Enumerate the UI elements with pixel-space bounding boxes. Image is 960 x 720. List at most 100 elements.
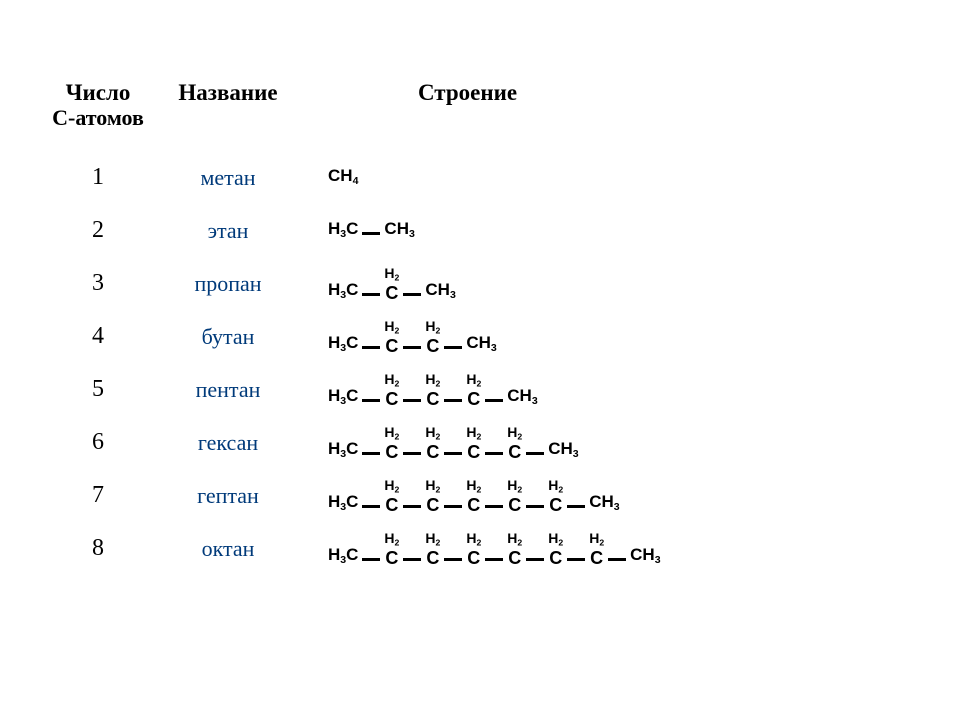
table-row: 2этан H3CCH3: [38, 204, 960, 257]
atom-left-end: H3C: [328, 440, 358, 460]
bond: [362, 293, 380, 296]
atom-ch2: H2 C: [425, 531, 440, 567]
atom-ch2: H2C: [384, 266, 399, 302]
atom-ch2: H2C: [384, 319, 399, 355]
bond: [403, 558, 421, 561]
bond: [567, 558, 585, 561]
bond: [444, 399, 462, 402]
atom-ch2: H2 C: [384, 425, 399, 461]
atom-ch2-c: C: [426, 549, 439, 567]
bond: [485, 452, 503, 455]
bond: [403, 399, 421, 402]
cell-num: 8: [38, 535, 158, 562]
molecule: CH4: [328, 167, 960, 187]
atom-ch2-h2: H2: [548, 478, 563, 494]
atom-ch2: H2 C: [384, 531, 399, 567]
table-row: 8октанH3CH2CH2CH2CH2CH2CH2CCH3: [38, 522, 960, 575]
atom-ch2-h2: H2: [384, 531, 399, 547]
atom-ch4: CH4: [328, 167, 358, 187]
atom-right-end: CH3: [589, 493, 619, 513]
atom-ch2-h2: H2: [466, 531, 481, 547]
cell-structure: H3CH2CH2CH2CH2CH2CH2CCH3: [298, 531, 960, 567]
atom-ch2: H2C: [589, 531, 604, 567]
bond: [362, 558, 380, 561]
cell-name: пропан: [158, 271, 298, 297]
table-row: 5пентанH3CH2CH2CH2CCH3: [38, 363, 960, 416]
molecule: H3CH2CH2CCH3: [328, 319, 960, 355]
atom-ch2-c: C: [385, 390, 398, 408]
cell-num: 2: [38, 217, 158, 244]
atom-ch2-h2: H2: [384, 372, 399, 388]
cell-num: 7: [38, 482, 158, 509]
bond: [362, 232, 380, 235]
bond: [485, 558, 503, 561]
cell-num: 1: [38, 164, 158, 191]
bond: [444, 452, 462, 455]
cell-structure: H3CCH3: [298, 220, 960, 240]
cell-structure: H3CH2CH2CH2CCH3: [298, 372, 960, 408]
header-name: Название: [158, 80, 298, 129]
table-row: 4бутанH3CH2CH2CCH3: [38, 310, 960, 363]
bond: [526, 452, 544, 455]
cell-num: 6: [38, 429, 158, 456]
atom-right-end: CH3: [548, 440, 578, 460]
atom-ch2: H2 C: [425, 478, 440, 514]
atom-ch2-h2: H2: [425, 425, 440, 441]
bond: [362, 346, 380, 349]
cell-num: 3: [38, 270, 158, 297]
cell-structure: H3CH2CH2CH2CH2CH2CCH3: [298, 478, 960, 514]
table-row: 7гептанH3CH2CH2CH2CH2CH2CCH3: [38, 469, 960, 522]
atom-right-end: CH3: [507, 387, 537, 407]
molecule: H3CCH3: [328, 220, 960, 240]
atom-ch2-h2: H2: [384, 425, 399, 441]
cell-name: метан: [158, 165, 298, 191]
bond: [567, 505, 585, 508]
bond: [444, 505, 462, 508]
header-num: Число С-атомов: [38, 80, 158, 129]
atom-ch2: H2C: [466, 372, 481, 408]
cell-name: гептан: [158, 483, 298, 509]
header-num-l2: С-атомов: [38, 106, 158, 129]
bond: [444, 558, 462, 561]
atom-ch2-c: C: [467, 496, 480, 514]
atom-right-end: CH3: [384, 220, 414, 240]
alkane-table: Число С-атомов Название Строение 1метанC…: [0, 0, 960, 720]
table-row: 1метан CH4: [38, 151, 960, 204]
bond: [485, 505, 503, 508]
atom-ch2: H2C: [507, 425, 522, 461]
atom-ch2-h2: H2: [589, 531, 604, 547]
atom-ch2: H2C: [384, 478, 399, 514]
atom-ch2-c: C: [426, 337, 439, 355]
atom-ch2-c: C: [549, 496, 562, 514]
atom-ch2-c: C: [426, 443, 439, 461]
bond: [403, 293, 421, 296]
bond: [403, 346, 421, 349]
table-row: 6гексанH3CH2CH2CH2CH2CCH3: [38, 416, 960, 469]
cell-name: этан: [158, 218, 298, 244]
atom-ch2-h2: H2: [425, 478, 440, 494]
atom-ch2-h2: H2: [466, 372, 481, 388]
cell-num: 5: [38, 376, 158, 403]
atom-ch2-h2: H2: [425, 531, 440, 547]
bond: [526, 505, 544, 508]
cell-structure: H3C H2C CH3: [298, 266, 960, 302]
atom-ch2-c: C: [385, 284, 398, 302]
bond: [362, 505, 380, 508]
atom-ch2: H2C: [425, 319, 440, 355]
bond: [485, 399, 503, 402]
atom-ch2-c: C: [426, 390, 439, 408]
atom-ch2: H2C: [548, 531, 563, 567]
atom-left-end: H3C: [328, 334, 358, 354]
atom-right-end: CH3: [425, 281, 455, 301]
atom-ch2-c: C: [385, 443, 398, 461]
cell-structure: CH4: [298, 167, 960, 187]
atom-ch2-h2: H2: [425, 372, 440, 388]
molecule: H3CH2CH2CH2CH2CCH3: [328, 425, 960, 461]
atom-left-end: H3C: [328, 281, 358, 301]
atom-ch2: H2 C: [384, 372, 399, 408]
atom-ch2-c: C: [385, 549, 398, 567]
atom-ch2-c: C: [426, 496, 439, 514]
molecule: H3CH2CH2CH2CH2CH2CH2CCH3: [328, 531, 960, 567]
cell-name: гексан: [158, 430, 298, 456]
bond: [526, 558, 544, 561]
